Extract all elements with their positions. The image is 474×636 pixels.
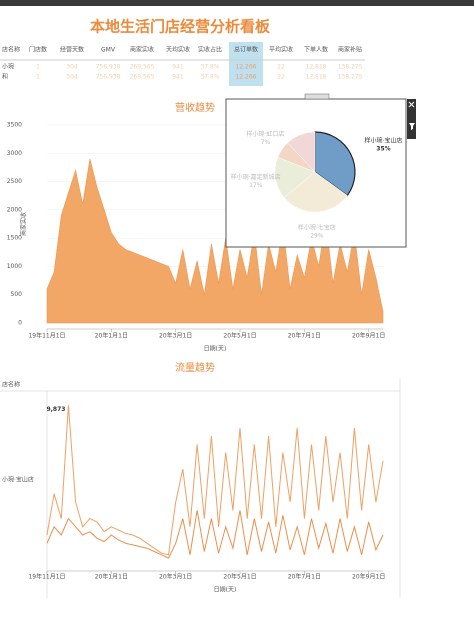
y-tick-label: 3500 — [7, 122, 22, 129]
table: 店名称 门店数 经营天数 GMV 商家实收 天均实收 实收占比 总订单数 平均实收 下单人数 商家补… — [2, 46, 363, 81]
table-cell: 1 — [36, 64, 40, 71]
x-axis-label: 日期(天) — [214, 586, 237, 594]
table-cell: 12,266 — [236, 74, 257, 81]
y-tick-label: 1000 — [7, 263, 22, 270]
filter-icon[interactable] — [409, 123, 415, 130]
x-tick-label: 20年1月1日 — [95, 573, 128, 581]
table-cell: 小琬 — [2, 63, 14, 71]
x-tick-label: 20年1月1日 — [95, 332, 128, 340]
chart-title: 流量趋势 — [175, 361, 215, 374]
x-tick-label: 20年9月1日 — [352, 573, 385, 581]
table-cell: 12,818 — [306, 74, 327, 81]
column-header: 总订单数 — [234, 46, 258, 54]
column-header: 平均实收 — [269, 46, 293, 54]
column-header: 店名称 — [2, 46, 20, 54]
area — [46, 158, 384, 324]
table-cell: 22 — [277, 64, 285, 71]
y-tick-label: 2000 — [7, 206, 22, 213]
y-tick-label: 2500 — [7, 178, 22, 185]
line — [46, 405, 384, 556]
x-tick-label: 20年3月1日 — [159, 332, 192, 340]
x-tick-label: 20年7月1日 — [288, 332, 321, 340]
table-cell: 37.8% — [200, 74, 219, 81]
table-cell: 12,266 — [236, 64, 257, 71]
line — [46, 510, 384, 559]
row-label: 小琬·宝山店 — [2, 476, 34, 484]
x-tick-label: 20年5月1日 — [223, 573, 256, 581]
column-header: 下单人数 — [304, 46, 328, 54]
x-tick-label: 20年3月1日 — [159, 573, 192, 581]
toolbar — [0, 0, 474, 6]
close-icon[interactable] — [408, 101, 415, 108]
table-cell: 756,938 — [96, 64, 121, 71]
x-tick-label: 20年7月1日 — [288, 573, 321, 581]
slice-label: 样小琬·宝山店 — [364, 136, 402, 144]
table-cell: 12,818 — [306, 64, 327, 71]
table-cell: 304 — [66, 74, 78, 81]
column-header: 商家实收 — [130, 46, 154, 54]
slice-percent: 35% — [376, 145, 390, 152]
slice-label: 样小琬·嘉定新城店 — [231, 173, 281, 181]
popup-tools[interactable] — [407, 99, 416, 139]
table-cell: 269,565 — [130, 74, 155, 81]
table-cell: 1 — [36, 74, 40, 81]
value-label: 9,873 — [46, 406, 65, 413]
table-cell: 138,275 — [338, 64, 363, 71]
pie-slice — [274, 156, 316, 198]
title: 本地生活门店经营分析看板 — [90, 18, 271, 36]
column-header: GMV — [101, 47, 116, 54]
chart-title: 营收趋势 — [175, 101, 215, 114]
x-tick-label: 20年5月1日 — [223, 332, 256, 340]
y-tick-label: 500 — [11, 291, 23, 298]
y-tick-label: 0 — [18, 320, 22, 327]
highlight-column — [229, 42, 263, 86]
drag-handle[interactable] — [304, 93, 330, 100]
y-tick-label: 1500 — [7, 235, 22, 242]
row-header: 店名称 — [2, 381, 20, 389]
x-tick-label: 20年9月1日 — [352, 332, 385, 340]
table-cell: 37.8% — [200, 64, 219, 71]
column-header: 门店数 — [29, 46, 47, 54]
x-tick-label: 19年11月1日 — [28, 332, 65, 340]
table-cell: 756,938 — [96, 74, 121, 81]
y-tick-label: 3000 — [7, 150, 22, 157]
table-cell: 941 — [172, 64, 184, 71]
slice-percent: 17% — [249, 182, 263, 189]
pie-slice — [287, 131, 316, 173]
table-cell: 941 — [172, 74, 184, 81]
x-axis-label: 日期(天) — [204, 345, 227, 353]
x-tick-label: 19年11月1日 — [28, 573, 65, 581]
pie-slice — [314, 131, 356, 197]
table-cell: 138,275 — [338, 74, 363, 81]
table-cell: 22 — [277, 74, 285, 81]
slice-label: 样小琬·七宝店 — [298, 223, 336, 231]
table-cell: 和 — [2, 73, 8, 81]
margin — [408, 6, 474, 632]
pie-slice — [283, 171, 348, 213]
column-header: 实收占比 — [198, 46, 222, 54]
slice-percent: 29% — [310, 232, 324, 239]
column-header: 天均实收 — [166, 46, 190, 54]
table-cell: 304 — [66, 64, 78, 71]
column-header: 经营天数 — [60, 46, 84, 54]
column-header: 商家补贴 — [338, 46, 362, 54]
y-axis-label: 商家实收 — [20, 212, 28, 236]
slice-percent: 7% — [261, 139, 271, 146]
slice-label: 样小琬·虹口店 — [246, 130, 284, 138]
table-cell: 269,565 — [130, 64, 155, 71]
